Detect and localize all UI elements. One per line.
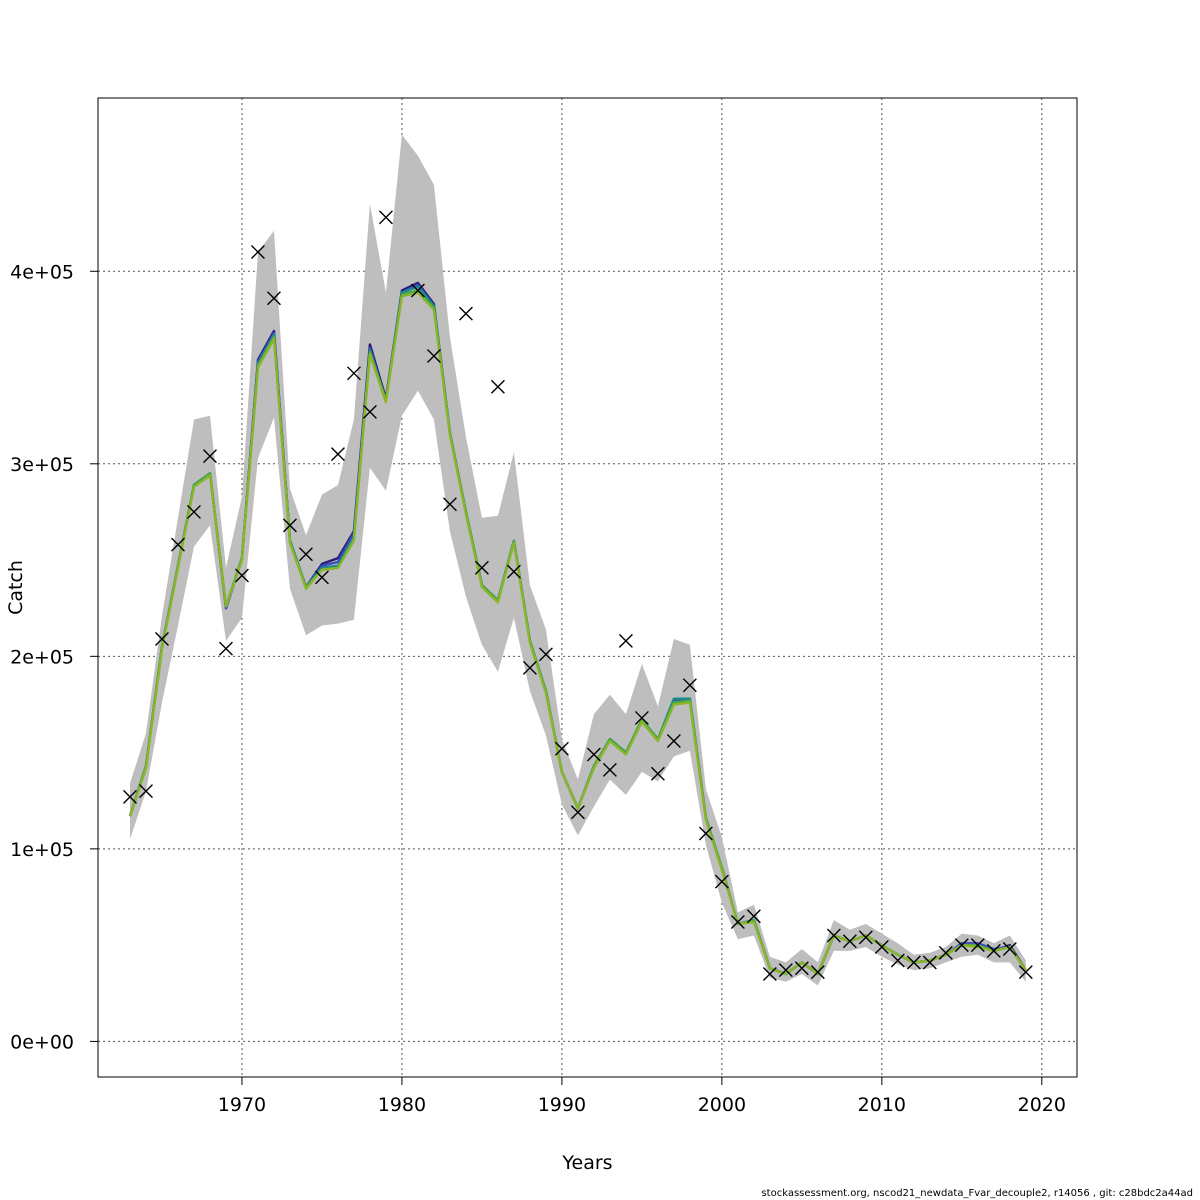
observed-point-2002 [746,909,761,924]
x-tick-label-1990: 1990 [538,1094,586,1116]
observed-point-1988 [522,660,537,675]
observed-point-2008 [842,934,857,949]
observed-point-1985 [474,560,489,575]
observed-point-1987 [506,564,521,579]
x-tick-label-1970: 1970 [218,1094,266,1116]
x-axis-title: Years [561,1152,612,1174]
observed-point-1986 [490,379,505,394]
x-axis: 1970 1980 1990 2000 2010 2020 [218,1077,1066,1116]
observed-point-2009 [858,930,873,945]
y-tick-label-2e+05: 2e+05 [10,646,74,668]
observed-point-1973 [282,518,297,533]
observed-point-1990 [554,741,569,756]
observed-point-1993 [602,762,617,777]
observed-point-1977 [346,366,361,381]
observed-point-2019 [1018,965,1033,980]
x-tick-label-1980: 1980 [378,1094,426,1116]
observed-point-1974 [298,547,313,562]
x-tick-label-2020: 2020 [1018,1094,1066,1116]
observed-point-2007 [826,928,841,943]
observed-point-2014 [938,945,953,960]
observed-point-1992 [586,747,601,762]
observed-point-1983 [442,497,457,512]
y-tick-label-0e+00: 0e+00 [10,1031,74,1053]
observed-point-1976 [330,447,345,462]
y-axis: 0e+00 1e+05 2e+05 3e+05 4e+05 [10,261,98,1053]
observed-point-1989 [538,647,553,662]
grid-lines [98,98,1077,1077]
observed-point-1964 [138,784,153,799]
observed-point-1984 [458,306,473,321]
observed-point-1994 [618,633,633,648]
y-tick-label-1e+05: 1e+05 [10,839,74,861]
observed-catch-markers [122,210,1033,981]
observed-point-2015 [954,938,969,953]
observed-point-2006 [810,965,825,980]
observed-point-1979 [378,210,393,225]
observed-point-1969 [218,641,233,656]
observed-point-2004 [778,963,793,978]
observed-point-2001 [730,915,745,930]
observed-point-2011 [890,953,905,968]
observed-point-1963 [122,789,137,804]
observed-point-2010 [874,940,889,955]
y-tick-label-3e+05: 3e+05 [10,454,74,476]
observed-point-1996 [650,766,665,781]
observed-point-1999 [698,826,713,841]
observed-point-2013 [922,955,937,970]
footer-credit: stockassessment.org, nscod21_newdata_Fva… [761,1188,1193,1199]
observed-point-2005 [794,961,809,976]
y-axis-title: Catch [5,560,27,615]
observed-point-1965 [154,632,169,646]
confidence-band-layer [130,134,1026,986]
observed-point-1997 [666,734,681,749]
plot-frame [97,97,1078,1078]
observed-point-1972 [266,291,281,306]
x-tick-label-2000: 2000 [698,1094,746,1116]
observed-point-1966 [170,537,185,552]
observed-point-1971 [250,245,265,260]
observed-point-1995 [634,710,649,725]
observed-point-1967 [186,504,201,519]
x-tick-label-2010: 2010 [858,1094,906,1116]
observed-point-1998 [682,678,697,693]
observed-point-2017 [986,943,1001,958]
observed-point-2012 [906,955,921,970]
observed-point-1978 [362,404,377,419]
confidence-band [130,134,1026,986]
y-tick-label-4e+05: 4e+05 [10,261,74,283]
observed-point-2003 [762,967,777,981]
observed-point-1982 [426,348,441,363]
observed-point-2016 [970,938,985,953]
observed-point-1981 [410,283,425,298]
observed-point-1970 [234,568,249,583]
observed-point-1991 [570,805,585,820]
observed-point-1968 [202,449,217,464]
observed-point-2018 [1002,941,1017,956]
observed-point-1975 [314,570,329,585]
observed-point-2000 [714,874,729,889]
